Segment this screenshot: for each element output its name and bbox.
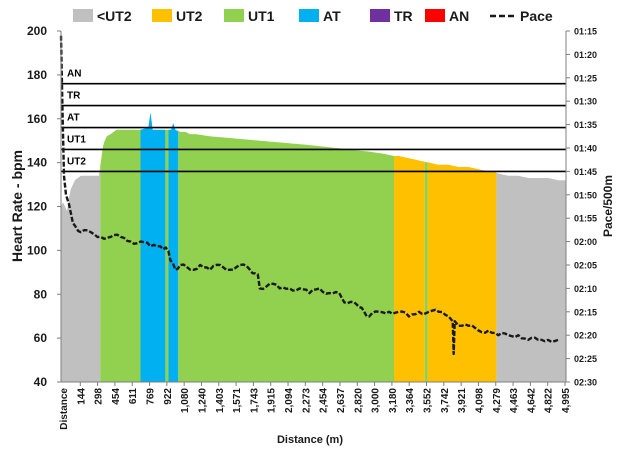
legend-label: UT1: [248, 8, 275, 24]
x-tick-label: 611: [128, 388, 139, 405]
y2-tick-label: 02:15: [574, 307, 597, 317]
x-tick-label: 1,571: [232, 388, 243, 413]
legend-swatch-at: [299, 9, 319, 22]
x-tick-label: 2,820: [353, 388, 364, 413]
x-tick-label: 4,463: [509, 388, 520, 413]
legend-label: AT: [323, 8, 341, 24]
zone-band-below-ut2: [496, 172, 566, 382]
y-tick-label: 140: [27, 156, 47, 170]
y-tick-label: 40: [34, 375, 48, 389]
zone-lines: AN TR AT UT1 UT2: [61, 69, 566, 173]
zone-band-at: [140, 112, 166, 382]
x-tick-label: 1,743: [249, 388, 260, 413]
x-tick-label: 2,637: [336, 388, 347, 413]
zone-band-ut1: [178, 131, 394, 382]
x-tick-label: 298: [94, 388, 105, 405]
y2-tick-label: 01:25: [574, 73, 597, 83]
legend-swatch-below-ut2: [73, 9, 93, 22]
zone-label-ut1: UT1: [67, 134, 86, 145]
y2-tick-label: 01:15: [574, 27, 597, 37]
y2-tick-label: 02:25: [574, 354, 597, 364]
y2-tick-label: 01:30: [574, 97, 597, 107]
axes: 40 60 80 100 120 140 160 180 200 01:15 01:20 01:25 0…: [27, 24, 597, 430]
y2-tick-label: 01:40: [574, 144, 597, 154]
x-tick-label: 1,080: [180, 388, 191, 413]
y2-tick-label: 02:20: [574, 331, 597, 341]
zone-band-ut1: [424, 161, 428, 382]
y-tick-label: 160: [27, 112, 47, 126]
legend-swatch-ut2: [152, 9, 172, 22]
zone-band-ut2: [427, 162, 497, 382]
x-tick-label: 3,742: [440, 388, 451, 413]
x-tick-label: 769: [146, 388, 157, 405]
y-tick-label: 100: [27, 243, 47, 257]
legend-swatch-an: [425, 9, 445, 22]
x-tick-label: 4,279: [492, 388, 503, 413]
legend-label: TR: [394, 8, 413, 24]
y-axis-label: Heart Rate - bpm: [9, 150, 25, 262]
legend-label: UT2: [176, 8, 203, 24]
x-tick-label: 1,240: [197, 388, 208, 413]
x-tick-label: 922: [163, 388, 174, 405]
legend-label: <UT2: [97, 8, 132, 24]
x-tick-label: 3,364: [405, 388, 416, 413]
x-tick-label: 2,273: [301, 388, 312, 413]
y2-tick-label: 02:10: [574, 284, 597, 294]
x-tick-label: 4,642: [526, 388, 537, 413]
x-tick-label: 4,098: [474, 388, 485, 413]
legend-swatch-tr: [370, 9, 390, 22]
zone-band-ut1: [165, 129, 169, 382]
y2-tick-label: 02:05: [574, 261, 597, 271]
zone-band-at: [168, 123, 179, 382]
zone-label-at: AT: [67, 113, 80, 124]
x-tick-label: 3,000: [371, 388, 382, 413]
x-tick-label: 3,552: [423, 388, 434, 413]
zone-band-below-ut2: [61, 165, 101, 382]
zone-label-tr: TR: [67, 91, 81, 102]
zone-band-ut2: [394, 156, 425, 382]
zone-bands: [61, 112, 566, 382]
zone-label-ut2: UT2: [67, 156, 86, 167]
legend-swatch-ut1: [224, 9, 244, 22]
legend-label: AN: [449, 8, 469, 24]
x-tick-label-first: Distance: [59, 388, 70, 430]
x-tick-label: 454: [111, 388, 122, 405]
zone-label-an: AN: [67, 69, 81, 80]
zone-band-ut1: [100, 129, 141, 382]
legend-label: Pace: [520, 8, 553, 24]
y-tick-label: 180: [27, 68, 47, 82]
y-tick-label: 200: [27, 24, 47, 38]
y-tick-label: 120: [27, 200, 47, 214]
x-tick-label: 4,822: [544, 388, 555, 413]
y-tick-label: 60: [34, 331, 48, 345]
y2-tick-label: 01:20: [574, 50, 597, 60]
x-tick-label: 144: [76, 388, 87, 405]
y2-tick-label: 01:55: [574, 214, 597, 224]
x-tick-label: 4,995: [561, 388, 572, 413]
x-tick-label: 3,921: [457, 388, 468, 413]
x-tick-label: 1,915: [267, 388, 278, 413]
x-tick-label: 2,454: [319, 388, 330, 413]
legend: <UT2 UT2 UT1 AT TR AN Pace: [73, 8, 553, 24]
y-tick-label: 80: [34, 287, 48, 301]
y2-tick-label: 02:30: [574, 378, 597, 388]
x-axis-label: Distance (m): [277, 434, 343, 446]
y2-tick-label: 01:50: [574, 190, 597, 200]
y2-axis-label: Pace/500m: [601, 175, 615, 237]
y2-tick-label: 01:35: [574, 120, 597, 130]
pace-series: [59, 35, 559, 356]
pace-line: [59, 35, 559, 356]
y2-tick-label: 01:45: [574, 167, 597, 177]
y2-tick-label: 02:00: [574, 237, 597, 247]
x-tick-label: 1,403: [215, 388, 226, 413]
x-tick-label: 3,180: [388, 388, 399, 413]
x-tick-label: 2,094: [284, 388, 295, 413]
